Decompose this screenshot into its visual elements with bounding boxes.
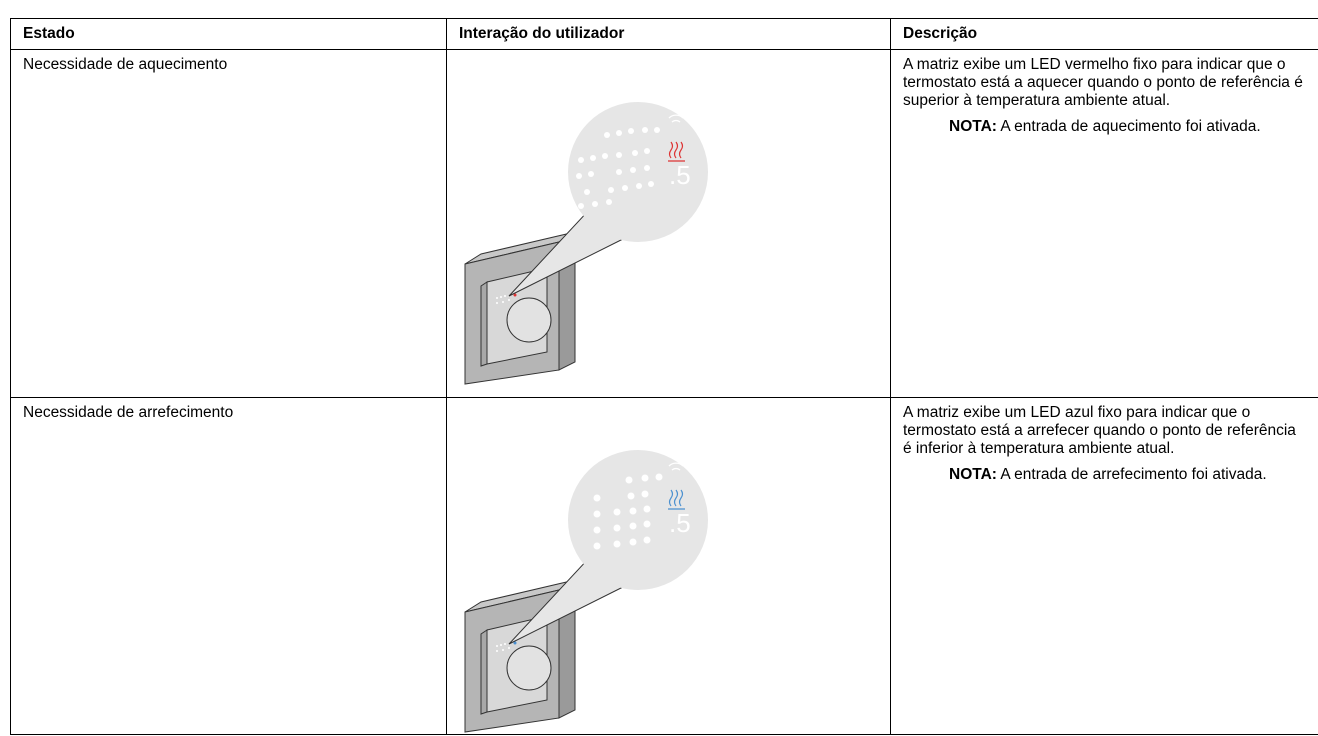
description-cell: A matriz exibe um LED vermelho fixo para… [890, 49, 1318, 398]
header-cell: Interação do utilizador [446, 18, 891, 50]
header-row: Estado Interação do utilizador Descrição [10, 18, 1318, 50]
description: A matriz exibe um LED azul fixo para ind… [903, 404, 1296, 457]
description-cell: A matriz exibe um LED azul fixo para ind… [890, 397, 1318, 735]
illustration-cell: .5 [446, 397, 891, 735]
note: NOTA: A entrada de aquecimento foi ativa… [949, 118, 1306, 136]
note-label: NOTA: [949, 466, 997, 483]
note-label: NOTA: [949, 118, 997, 135]
table-row: Necessidade de aquecimento [10, 49, 1318, 398]
description: A matriz exibe um LED vermelho fixo para… [903, 56, 1303, 109]
state-table: Estado Interação do utilizador Descrição… [10, 18, 1318, 735]
state-cell: Necessidade de aquecimento [10, 49, 447, 398]
header-cell: Estado [10, 18, 447, 50]
display-digit: .5 [669, 160, 691, 190]
illustration-cell: .5 [446, 49, 891, 398]
note: NOTA: A entrada de arrefecimento foi ati… [949, 466, 1306, 484]
state-cell: Necessidade de arrefecimento [10, 397, 447, 735]
table-row: Necessidade de arrefecimento [10, 397, 1318, 735]
note-text: A entrada de arrefecimento foi ativada. [1000, 466, 1267, 483]
display-digit: .5 [669, 508, 691, 538]
note-text: A entrada de aquecimento foi ativada. [1000, 118, 1261, 135]
thermostat-illustration: .5 [464, 102, 708, 385]
header-cell: Descrição [890, 18, 1318, 50]
thermostat-illustration: .5 [464, 450, 708, 733]
